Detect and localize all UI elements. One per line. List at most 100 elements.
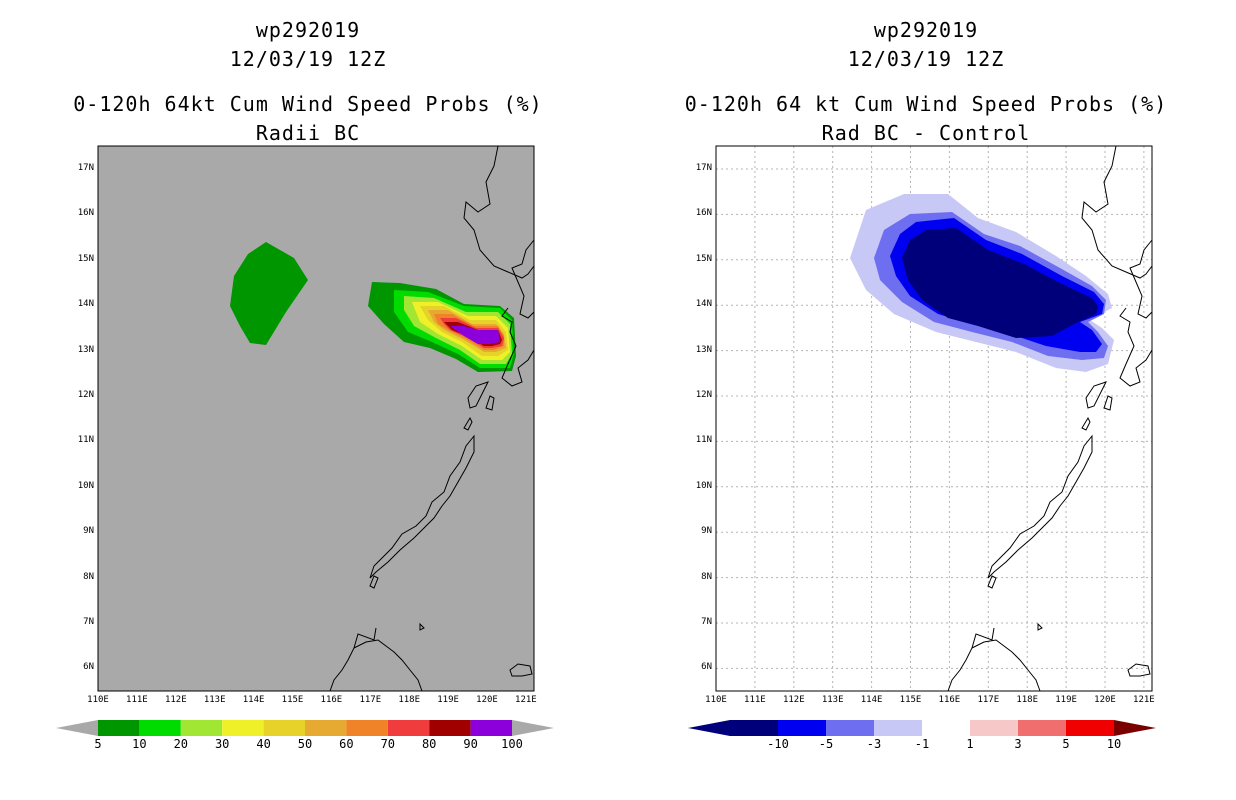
- left-lat-label: 9N: [83, 526, 94, 537]
- left-colorbar-swatch: [387, 720, 430, 736]
- right-coastline: [947, 145, 1153, 692]
- right-subtitle: Rad BC - Control: [821, 121, 1031, 145]
- right-storm-id: wp292019: [873, 18, 979, 42]
- right-colorbar-swatch: [970, 720, 1018, 736]
- right-colorbar-low-arrow: [688, 720, 730, 736]
- left-lon-label: 116E: [320, 695, 343, 705]
- right-lon-label: 115E: [899, 695, 922, 705]
- right-colorbar-swatch: [826, 720, 874, 736]
- left-colorbar-swatch: [263, 720, 305, 736]
- right-lat-label: 9N: [701, 526, 712, 537]
- left-map: [97, 145, 535, 692]
- right-lon-label: 116E: [938, 695, 961, 705]
- left-colorbar-high-arrow: [512, 720, 554, 736]
- left-lon-label: 117E: [359, 695, 382, 705]
- right-lat-label: 12N: [695, 390, 712, 400]
- right-lat-label: 17N: [695, 163, 712, 173]
- left-lat-label: 11N: [77, 435, 94, 446]
- right-colorbar-swatch: [1018, 720, 1066, 736]
- right-colorbar-high-arrow: [1114, 720, 1156, 736]
- left-colorbar-label: 20: [173, 737, 189, 751]
- left-colorbar-label: 100: [501, 737, 523, 751]
- left-lat-label: 10N: [77, 480, 94, 491]
- left-colorbar-swatch: [305, 720, 347, 736]
- left-datetime: 12/03/19 12Z: [229, 47, 387, 71]
- right-lon-label: 113E: [821, 695, 844, 705]
- right-colorbar-label: -1: [914, 737, 930, 751]
- right-lat-label: 10N: [695, 480, 712, 491]
- left-lon-label: 113E: [203, 695, 226, 705]
- left-lon-label: 118E: [398, 695, 421, 705]
- right-product-title: 0-120h 64 kt Cum Wind Speed Probs (%): [684, 92, 1168, 116]
- right-colorbar-swatch: [922, 720, 970, 736]
- left-subtitle: Radii BC: [255, 121, 361, 145]
- right-lon-label: 112E: [782, 695, 805, 705]
- left-colorbar-swatch: [180, 720, 223, 736]
- right-colorbar-label: 3: [1014, 737, 1022, 751]
- left-lat-label: 6N: [83, 662, 94, 673]
- left-lon-label: 111E: [126, 695, 148, 705]
- left-prob-5-blob-west: [230, 242, 308, 345]
- left-map-frame: [97, 145, 535, 692]
- left-coastline: [329, 145, 535, 692]
- right-title: wp292019 12/03/19 12Z 0-120h 64 kt Cum W…: [676, 16, 1176, 148]
- left-storm-id: wp292019: [255, 18, 361, 42]
- left-colorbar-label: 50: [297, 737, 313, 751]
- left-colorbar: [56, 720, 554, 736]
- left-lon-label: 121E: [515, 695, 537, 705]
- left-lat-label: 14N: [77, 299, 94, 310]
- right-lon-label: 121E: [1133, 695, 1155, 705]
- left-lat-label: 17N: [77, 163, 94, 173]
- left-colorbar-label: 70: [380, 737, 396, 751]
- left-colorbar-swatch: [470, 720, 512, 736]
- right-lat-label: 8N: [701, 571, 712, 582]
- right-lat-label: 7N: [701, 617, 712, 627]
- left-colorbar-swatch: [429, 720, 471, 736]
- right-lon-label: 119E: [1055, 695, 1077, 705]
- left-lon-label: 114E: [242, 695, 265, 705]
- right-map: [715, 145, 1153, 692]
- left-colorbar-label: 60: [339, 737, 354, 751]
- right-lon-label: 117E: [977, 695, 1000, 705]
- right-lat-label: 13N: [695, 344, 712, 355]
- left-prob-90: [450, 326, 500, 344]
- right-colorbar-swatch: [778, 720, 826, 736]
- left-lat-label: 12N: [77, 390, 94, 400]
- right-datetime: 12/03/19 12Z: [847, 47, 1005, 71]
- right-lat-label: 6N: [701, 662, 712, 673]
- left-colorbar-label: 30: [214, 737, 230, 751]
- left-colorbar-label: 40: [256, 737, 271, 751]
- left-lat-label: 13N: [77, 344, 94, 355]
- right-lon-label: 114E: [860, 695, 883, 705]
- left-title: wp292019 12/03/19 12Z 0-120h 64kt Cum Wi…: [58, 16, 558, 148]
- right-map-frame: [715, 145, 1153, 692]
- left-product-title: 0-120h 64kt Cum Wind Speed Probs (%): [73, 92, 543, 116]
- left-lat-label: 15N: [77, 253, 94, 264]
- right-diff-minus10: [902, 228, 1098, 338]
- left-map-background: [98, 146, 534, 691]
- left-colorbar-swatch: [346, 720, 388, 736]
- left-lon-label: 115E: [281, 695, 304, 705]
- right-colorbar-label: -3: [866, 737, 882, 751]
- right-colorbar-swatch: [730, 720, 778, 736]
- left-colorbar-low-arrow: [56, 720, 98, 736]
- right-lon-label: 110E: [705, 695, 727, 705]
- right-lat-label: 11N: [695, 435, 712, 446]
- right-lon-label: 118E: [1016, 695, 1039, 705]
- left-colorbar-label: 10: [132, 737, 147, 751]
- left-colorbar-label: 90: [463, 737, 478, 751]
- right-lon-label: 111E: [744, 695, 766, 705]
- right-lat-label: 16N: [695, 208, 712, 219]
- left-lat-label: 8N: [83, 571, 94, 582]
- left-colorbar-label: 80: [421, 737, 437, 751]
- right-colorbar-label: -10: [767, 737, 789, 751]
- left-lon-label: 110E: [87, 695, 109, 705]
- right-colorbar-label: 10: [1106, 737, 1122, 751]
- right-colorbar-label: 5: [1062, 737, 1070, 751]
- left-lat-label: 16N: [77, 208, 94, 219]
- right-colorbar-label: 1: [966, 737, 974, 751]
- left-colorbar-label: 5: [94, 737, 102, 751]
- left-lon-label: 112E: [164, 695, 187, 705]
- right-colorbar-label: -5: [818, 737, 834, 751]
- left-lon-label: 119E: [437, 695, 459, 705]
